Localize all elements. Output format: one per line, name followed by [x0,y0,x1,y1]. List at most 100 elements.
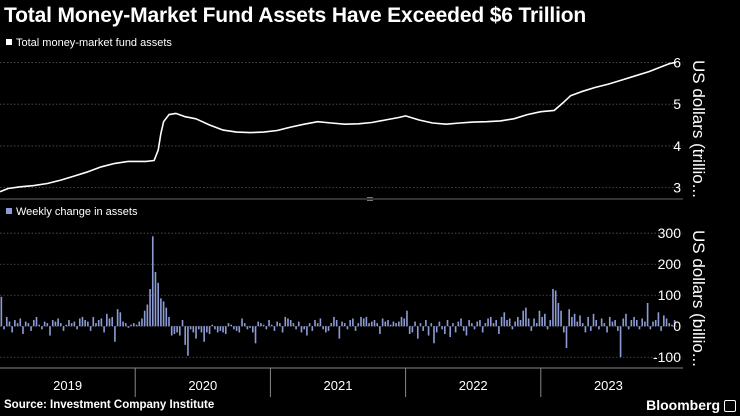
assets-line-panel: Total money-market fund assets 3 4 5 6 US d… [0,37,708,198]
weekly-change-bar [627,326,630,330]
weekly-change-legend-label: Weekly change in assets [16,206,138,218]
weekly-change-bar [595,320,598,327]
weekly-change-bar [416,326,419,339]
weekly-change-legend-swatch [6,208,12,214]
weekly-change-bar [554,290,557,327]
weekly-change-bar [43,321,46,327]
weekly-change-bar [116,309,119,327]
weekly-change-bar [319,318,322,327]
weekly-change-bar [254,326,257,344]
weekly-change-y-tick-label: 0 [673,318,681,334]
weekly-change-bar [143,310,146,327]
x-tick-label: 2019 [53,378,82,393]
weekly-change-bar [425,320,427,327]
weekly-change-bar [608,316,611,327]
weekly-change-bar [195,326,197,339]
weekly-change-bar [381,318,384,327]
weekly-change-bar [160,298,162,327]
weekly-change-bar [562,326,565,333]
weekly-change-bar [603,323,606,327]
weekly-change-bar [311,326,314,331]
weekly-change-bar [203,326,205,342]
weekly-change-bar [35,316,38,327]
weekly-change-bar [498,326,500,334]
terminal-icon [724,400,736,412]
weekly-change-bar [103,326,105,333]
weekly-change-bar [184,326,187,345]
weekly-change-bar [281,326,284,333]
weekly-change-bar [216,326,219,333]
weekly-change-bar [630,320,633,327]
weekly-change-bar [506,320,508,327]
weekly-change-bar [525,307,527,327]
weekly-change-bar [73,321,76,327]
weekly-change-bar [530,326,533,331]
weekly-change-bar [70,323,73,327]
weekly-change-bar [514,321,516,327]
weekly-change-bar [19,318,22,327]
weekly-change-bar [235,326,238,331]
weekly-change-bar [462,326,465,331]
weekly-change-bar [357,323,360,327]
weekly-change-bar [238,326,241,333]
weekly-change-bar [660,326,662,331]
assets-legend-swatch [6,39,12,45]
weekly-change-bar [649,326,652,330]
weekly-change-bar [11,326,13,333]
weekly-change-bar [622,318,625,327]
assets-series-line [0,61,677,193]
weekly-change-bar [600,318,603,327]
weekly-change-bar [219,326,222,331]
weekly-change-bar [284,316,287,327]
weekly-change-bar [557,302,560,327]
weekly-change-bar [465,326,468,336]
weekly-change-bar [230,324,232,327]
weekly-change-panel: Weekly change in assets -100 0 100 200 300 U… [0,206,708,367]
weekly-change-bar [316,323,319,327]
weekly-change-bar [338,326,341,339]
weekly-change-bar [654,320,657,327]
weekly-change-bar [92,316,95,327]
weekly-change-bar [581,323,584,327]
weekly-change-bar [573,313,576,327]
weekly-change-bar [157,282,159,327]
weekly-change-bar [130,324,132,327]
weekly-change-bar [517,316,519,327]
weekly-change-bar [257,321,260,327]
weekly-change-bar [124,323,127,327]
x-tick-label: 2023 [594,378,623,393]
weekly-change-bar [100,318,103,327]
weekly-change-bar [14,320,16,327]
weekly-change-bar [41,326,43,330]
weekly-change-bar [233,326,235,330]
weekly-change-bar [519,320,522,327]
weekly-change-bar [260,323,262,327]
weekly-change-bar [500,316,503,327]
weekly-change-bar [30,326,32,331]
weekly-change-bar [665,318,668,327]
weekly-change-bar [81,316,84,327]
weekly-change-bar [38,324,41,327]
weekly-change-bar [208,326,211,334]
weekly-change-bar [151,236,154,327]
weekly-change-bar [173,326,176,334]
weekly-change-bar [546,326,549,330]
weekly-change-bar [5,316,8,327]
weekly-change-bar [114,326,116,342]
weekly-change-bar [433,326,435,344]
weekly-change-bar [392,321,395,327]
weekly-change-y-ticks: -100 0 100 200 300 [653,225,681,365]
weekly-change-bar [644,321,646,327]
weekly-change-bar [111,316,114,327]
weekly-change-bar [535,323,538,327]
weekly-change-bar [389,324,392,327]
weekly-change-bar [533,318,535,327]
weekly-change-bar [249,326,251,328]
weekly-change-bar [457,321,460,327]
weekly-change-bar [398,321,400,327]
weekly-change-bar [633,316,635,327]
weekly-change-bar [179,326,181,336]
weekly-change-bar [471,323,473,327]
weekly-change-bar [568,309,570,327]
x-axis: 2019 2020 2021 2022 2023 [0,367,683,397]
